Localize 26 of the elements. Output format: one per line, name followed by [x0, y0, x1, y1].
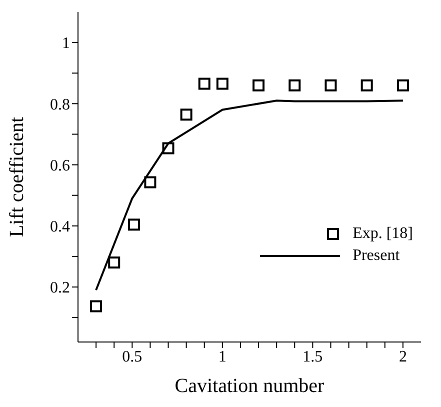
- legend-label: Exp. [18]: [352, 225, 413, 243]
- point: [252, 79, 265, 92]
- point: [144, 176, 156, 188]
- point: [180, 108, 192, 121]
- point: [216, 78, 228, 90]
- point: [288, 79, 301, 92]
- legend-label: Present: [352, 247, 400, 265]
- x-tick-label: 2: [398, 348, 407, 366]
- point: [360, 79, 373, 92]
- point: [198, 78, 210, 90]
- x-axis-title: Cavitation number: [174, 375, 325, 397]
- y-tick-label: 0.8: [50, 96, 70, 114]
- x-tick-label: 1.5: [302, 348, 323, 366]
- y-tick-label: 0.6: [50, 157, 70, 174]
- point: [128, 218, 140, 231]
- x-tick-label: 0.5: [122, 348, 142, 366]
- x-tick-label: 1: [218, 348, 226, 366]
- y-tick-label: 0.4: [50, 218, 70, 236]
- point: [108, 256, 120, 269]
- point: [90, 300, 102, 312]
- point: [162, 142, 174, 154]
- y-axis-title: Lift coefficient: [6, 116, 28, 238]
- y-tick-label: 1: [62, 35, 70, 52]
- point: [396, 79, 409, 92]
- point: [324, 79, 337, 92]
- y-tick-label: 0.2: [50, 280, 70, 297]
